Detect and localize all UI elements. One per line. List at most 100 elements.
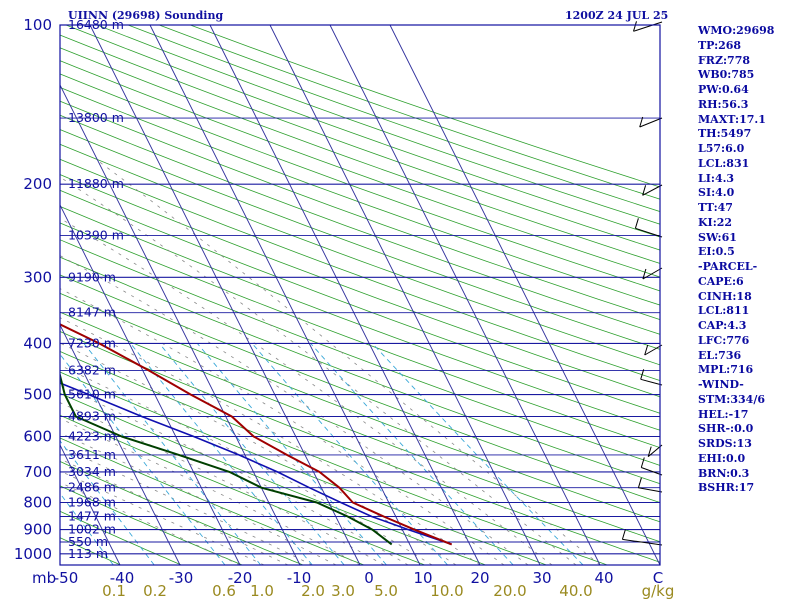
- dry-adiabat: [60, 256, 660, 485]
- dry-adiabat: [60, 350, 608, 565]
- index-item: KI:22: [698, 215, 733, 229]
- wind-barb-flag: [644, 344, 649, 356]
- pressure-tick-label: 200: [23, 175, 52, 193]
- mixing-ratio-line: [60, 440, 155, 565]
- index-item: -PARCEL-: [698, 260, 758, 273]
- pressure-tick-label: 100: [23, 16, 52, 34]
- pressure-tick-label: 500: [23, 386, 52, 404]
- mixing-ratio-tick-label: 0.1: [102, 582, 126, 600]
- pressure-tick-label: 1000: [14, 545, 52, 563]
- index-item: WB0:785: [698, 68, 755, 82]
- height-label: 3611 m: [68, 447, 116, 462]
- dry-adiabat: [60, 437, 365, 565]
- index-item: EL:736: [698, 348, 742, 362]
- isotherm: [209, 25, 481, 565]
- wind-barb-shaft: [635, 227, 663, 238]
- height-label: 10390 m: [68, 227, 124, 242]
- mixing-ratio-line: [130, 343, 313, 565]
- dry-adiabat: [60, 371, 547, 565]
- index-item: RH:56.3: [698, 97, 749, 111]
- height-label: 113 m: [68, 546, 108, 561]
- index-item: BRN:0.3: [698, 466, 750, 480]
- moist-adiabat: [60, 317, 481, 565]
- wind-barb-shaft: [641, 467, 663, 476]
- dry-adiabat: [60, 485, 243, 565]
- temperature-tick-label: 0: [364, 569, 374, 587]
- plot-frame: [59, 24, 661, 566]
- height-label: 13800 m: [68, 110, 124, 125]
- dry-adiabat: [60, 60, 660, 278]
- pressure-tick-label: 400: [23, 334, 52, 352]
- mixing-ratio-tick-label: 2.0: [301, 582, 325, 600]
- dry-adiabat: [60, 205, 660, 431]
- index-item: MAXT:17.1: [698, 112, 766, 126]
- parcel-trace: [60, 382, 452, 546]
- dry-adiabat: [60, 143, 660, 366]
- wind-barb-flag: [639, 116, 644, 128]
- dry-adiabat: [60, 47, 660, 264]
- index-item: HEL:-17: [698, 407, 749, 421]
- wind-barb-shaft: [640, 378, 663, 386]
- moist-adiabat: [60, 364, 433, 565]
- index-item: LI:4.3: [698, 171, 735, 185]
- isotherm: [149, 25, 421, 565]
- pressure-tick-label: 700: [23, 463, 52, 481]
- index-item: LCL:811: [698, 304, 750, 318]
- index-item: STM:334/6: [698, 392, 765, 406]
- dry-adiabat: [60, 174, 660, 398]
- temperature-tick-label: 20: [470, 569, 489, 587]
- moist-adiabat: [60, 288, 505, 565]
- mixing-ratio-unit-label: g/kg: [642, 582, 675, 600]
- temperature-tick-label: 30: [532, 569, 551, 587]
- station-title: UIINN (29698) Sounding: [68, 9, 224, 22]
- pressure-tick-label: 300: [23, 268, 52, 286]
- isotherm: [89, 25, 361, 565]
- height-label: 11880 m: [68, 176, 124, 191]
- wind-barb-flag: [634, 218, 639, 229]
- dry-adiabat: [60, 461, 304, 565]
- wind-barb-shaft: [644, 344, 663, 356]
- dry-adiabat: [96, 25, 660, 225]
- index-item: WMO:29698: [698, 24, 775, 37]
- wind-barb-flag: [642, 268, 647, 280]
- index-item: CAP:4.3: [698, 319, 747, 332]
- index-item: TT:47: [698, 201, 733, 214]
- isotherm: [269, 25, 541, 565]
- index-item: TH:5497: [698, 127, 752, 141]
- height-label: 2486 m: [68, 480, 116, 495]
- mixing-ratio-tick-label: 1.0: [250, 582, 274, 600]
- temperature-tick-label: 40: [594, 569, 613, 587]
- isotherm: [329, 25, 601, 565]
- valid-time: 1200Z 24 JUL 25: [565, 9, 669, 22]
- dry-adiabat: [60, 100, 660, 320]
- wind-barb-flag: [640, 457, 645, 468]
- wind-barb-flag: [642, 185, 647, 196]
- dry-adiabat: [60, 274, 660, 503]
- wind-barb-shaft: [639, 117, 663, 128]
- wind-barb-flag: [621, 529, 626, 540]
- index-item: EI:0.5: [698, 245, 735, 259]
- isotherm: [60, 323, 181, 565]
- mixing-ratio-line: [310, 343, 514, 565]
- dry-adiabat: [60, 414, 425, 565]
- index-item: SI:4.0: [698, 186, 735, 200]
- height-label: 550 m: [68, 534, 108, 549]
- height-label: 6382 m: [68, 362, 116, 377]
- dry-adiabat: [60, 189, 660, 414]
- mixing-ratio-tick-label: 20.0: [493, 582, 526, 600]
- dry-adiabat: [60, 292, 660, 523]
- index-item: FRZ:778: [698, 53, 751, 67]
- isotherm: [60, 83, 301, 565]
- mixing-ratio-line: [60, 353, 226, 565]
- index-item: EHI:0.0: [698, 451, 746, 465]
- index-item: BSHR:17: [698, 481, 755, 495]
- pressure-unit-label: mb: [32, 569, 56, 587]
- index-item: L57:6.0: [698, 142, 745, 155]
- dry-adiabat: [60, 510, 182, 565]
- isotherm: [60, 203, 241, 565]
- dry-adiabat: [60, 239, 660, 466]
- height-label: 1002 m: [68, 522, 116, 537]
- temperature-tick-label: -20: [228, 569, 253, 587]
- dry-adiabat: [60, 392, 486, 565]
